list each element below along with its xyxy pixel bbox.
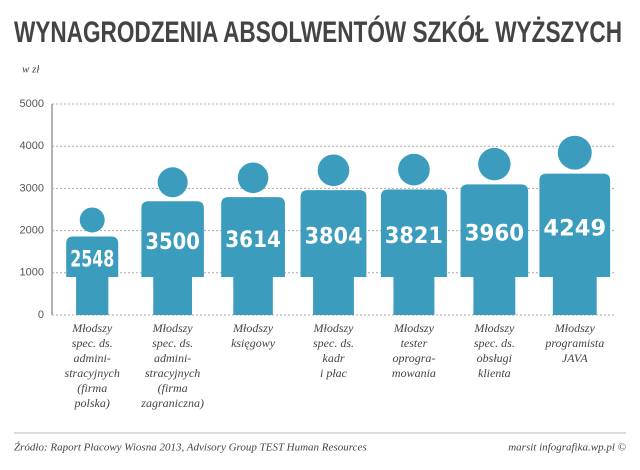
bar xyxy=(141,201,204,315)
value-label: 3804 xyxy=(305,225,363,250)
x-tick-label: Młodszy programista JAVA xyxy=(544,321,604,365)
x-tick-label: Młodszy spec. ds. admini-stracyjnych (firma… xyxy=(65,321,120,410)
credit: marsit infografika.wp.pl © xyxy=(508,442,626,454)
bar xyxy=(66,236,119,315)
bar xyxy=(460,184,529,315)
x-tick-label: Młodszy tester oprogra-mowania xyxy=(392,321,436,380)
bar xyxy=(539,173,611,315)
bar xyxy=(380,189,447,315)
y-tick-label: 2000 xyxy=(20,225,44,237)
head xyxy=(237,162,269,194)
bar xyxy=(221,197,285,315)
bar xyxy=(300,190,367,315)
y-tick-label: 3000 xyxy=(20,182,44,194)
value-label: 3614 xyxy=(225,228,281,253)
y-tick-label: 4000 xyxy=(20,140,44,152)
x-tick-label: Młodszy księgowy xyxy=(231,321,276,350)
value-label: 3500 xyxy=(145,230,200,255)
chart-title: WYNAGRODZENIA ABSOLWENTÓW SZKÓŁ WYŻSZYCH xyxy=(14,15,622,49)
y-tick-label: 0 xyxy=(38,309,44,321)
x-tick-label: Młodszy spec. ds. obsługi klienta xyxy=(473,321,515,380)
head xyxy=(478,147,511,181)
head xyxy=(317,154,350,187)
source: Źródło: Raport Płacowy Wiosna 2013, Advi… xyxy=(14,442,367,454)
value-label: 3960 xyxy=(465,222,525,247)
head xyxy=(398,153,430,186)
head xyxy=(79,207,105,233)
value-label: 3821 xyxy=(385,224,443,249)
value-label: 4249 xyxy=(543,216,606,241)
y-tick-label: 1000 xyxy=(20,267,44,279)
value-label: 2548 xyxy=(70,248,114,273)
x-tick-label: Młodszy spec. ds. kadr i płac xyxy=(313,321,355,380)
x-tick-label: Młodszy spec. ds. admini-stracyjnych (firma… xyxy=(140,321,204,410)
y-tick-label: 5000 xyxy=(20,98,44,110)
head xyxy=(557,135,592,170)
head xyxy=(157,167,188,198)
y-axis-label: w zł xyxy=(22,64,40,76)
